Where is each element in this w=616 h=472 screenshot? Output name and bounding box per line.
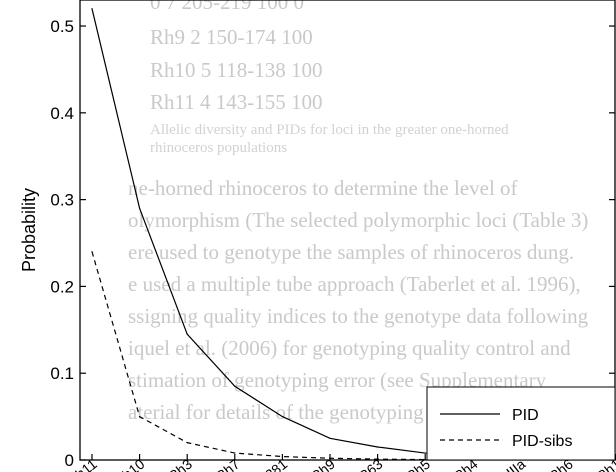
y-tick-label: 0.1 xyxy=(50,364,74,383)
x-tick-label: Rh7 xyxy=(213,456,243,472)
legend: PID PID-sibs xyxy=(426,386,616,461)
data-point-pid xyxy=(234,385,236,387)
y-axis: 0 0.1 0.2 0.3 0.4 0.5 xyxy=(50,17,615,470)
data-point-pid-sibs xyxy=(377,458,379,460)
data-point-pid-sibs xyxy=(424,458,426,461)
y-tick-label: 0.2 xyxy=(50,277,74,296)
x-tick-label: SR281 xyxy=(247,456,291,472)
data-point-pid xyxy=(424,452,426,454)
y-tick-label: 0 xyxy=(65,451,74,470)
data-point-pid xyxy=(329,437,331,439)
x-tick-label: Rh3 xyxy=(165,456,195,472)
data-point-pid xyxy=(186,333,188,335)
x-tick-label: SR63 xyxy=(348,456,386,472)
y-tick-label: 0.3 xyxy=(50,191,74,210)
data-point-pid-sibs xyxy=(186,442,188,444)
y-tick-label: 0.4 xyxy=(50,104,74,123)
data-point-pid xyxy=(377,446,379,448)
x-tick-label: Rh10 xyxy=(111,456,147,472)
data-point-pid-sibs xyxy=(139,416,141,418)
y-tick-label: 0.5 xyxy=(50,17,74,36)
data-point-pid-sibs xyxy=(329,457,331,459)
legend-box xyxy=(426,386,616,461)
data-point-pid-sibs xyxy=(281,455,283,458)
data-point-pid xyxy=(281,416,283,418)
data-point-pid xyxy=(139,207,141,209)
data-point-pid xyxy=(91,8,93,10)
plot-frame xyxy=(79,0,616,461)
y-axis-label: Probability xyxy=(19,188,39,272)
legend-label-pid: PID xyxy=(512,407,539,424)
data-point-pid-sibs xyxy=(234,452,236,454)
legend-label-pid-sibs: PID-sibs xyxy=(512,433,572,450)
data-point-pid-sibs xyxy=(91,251,93,253)
